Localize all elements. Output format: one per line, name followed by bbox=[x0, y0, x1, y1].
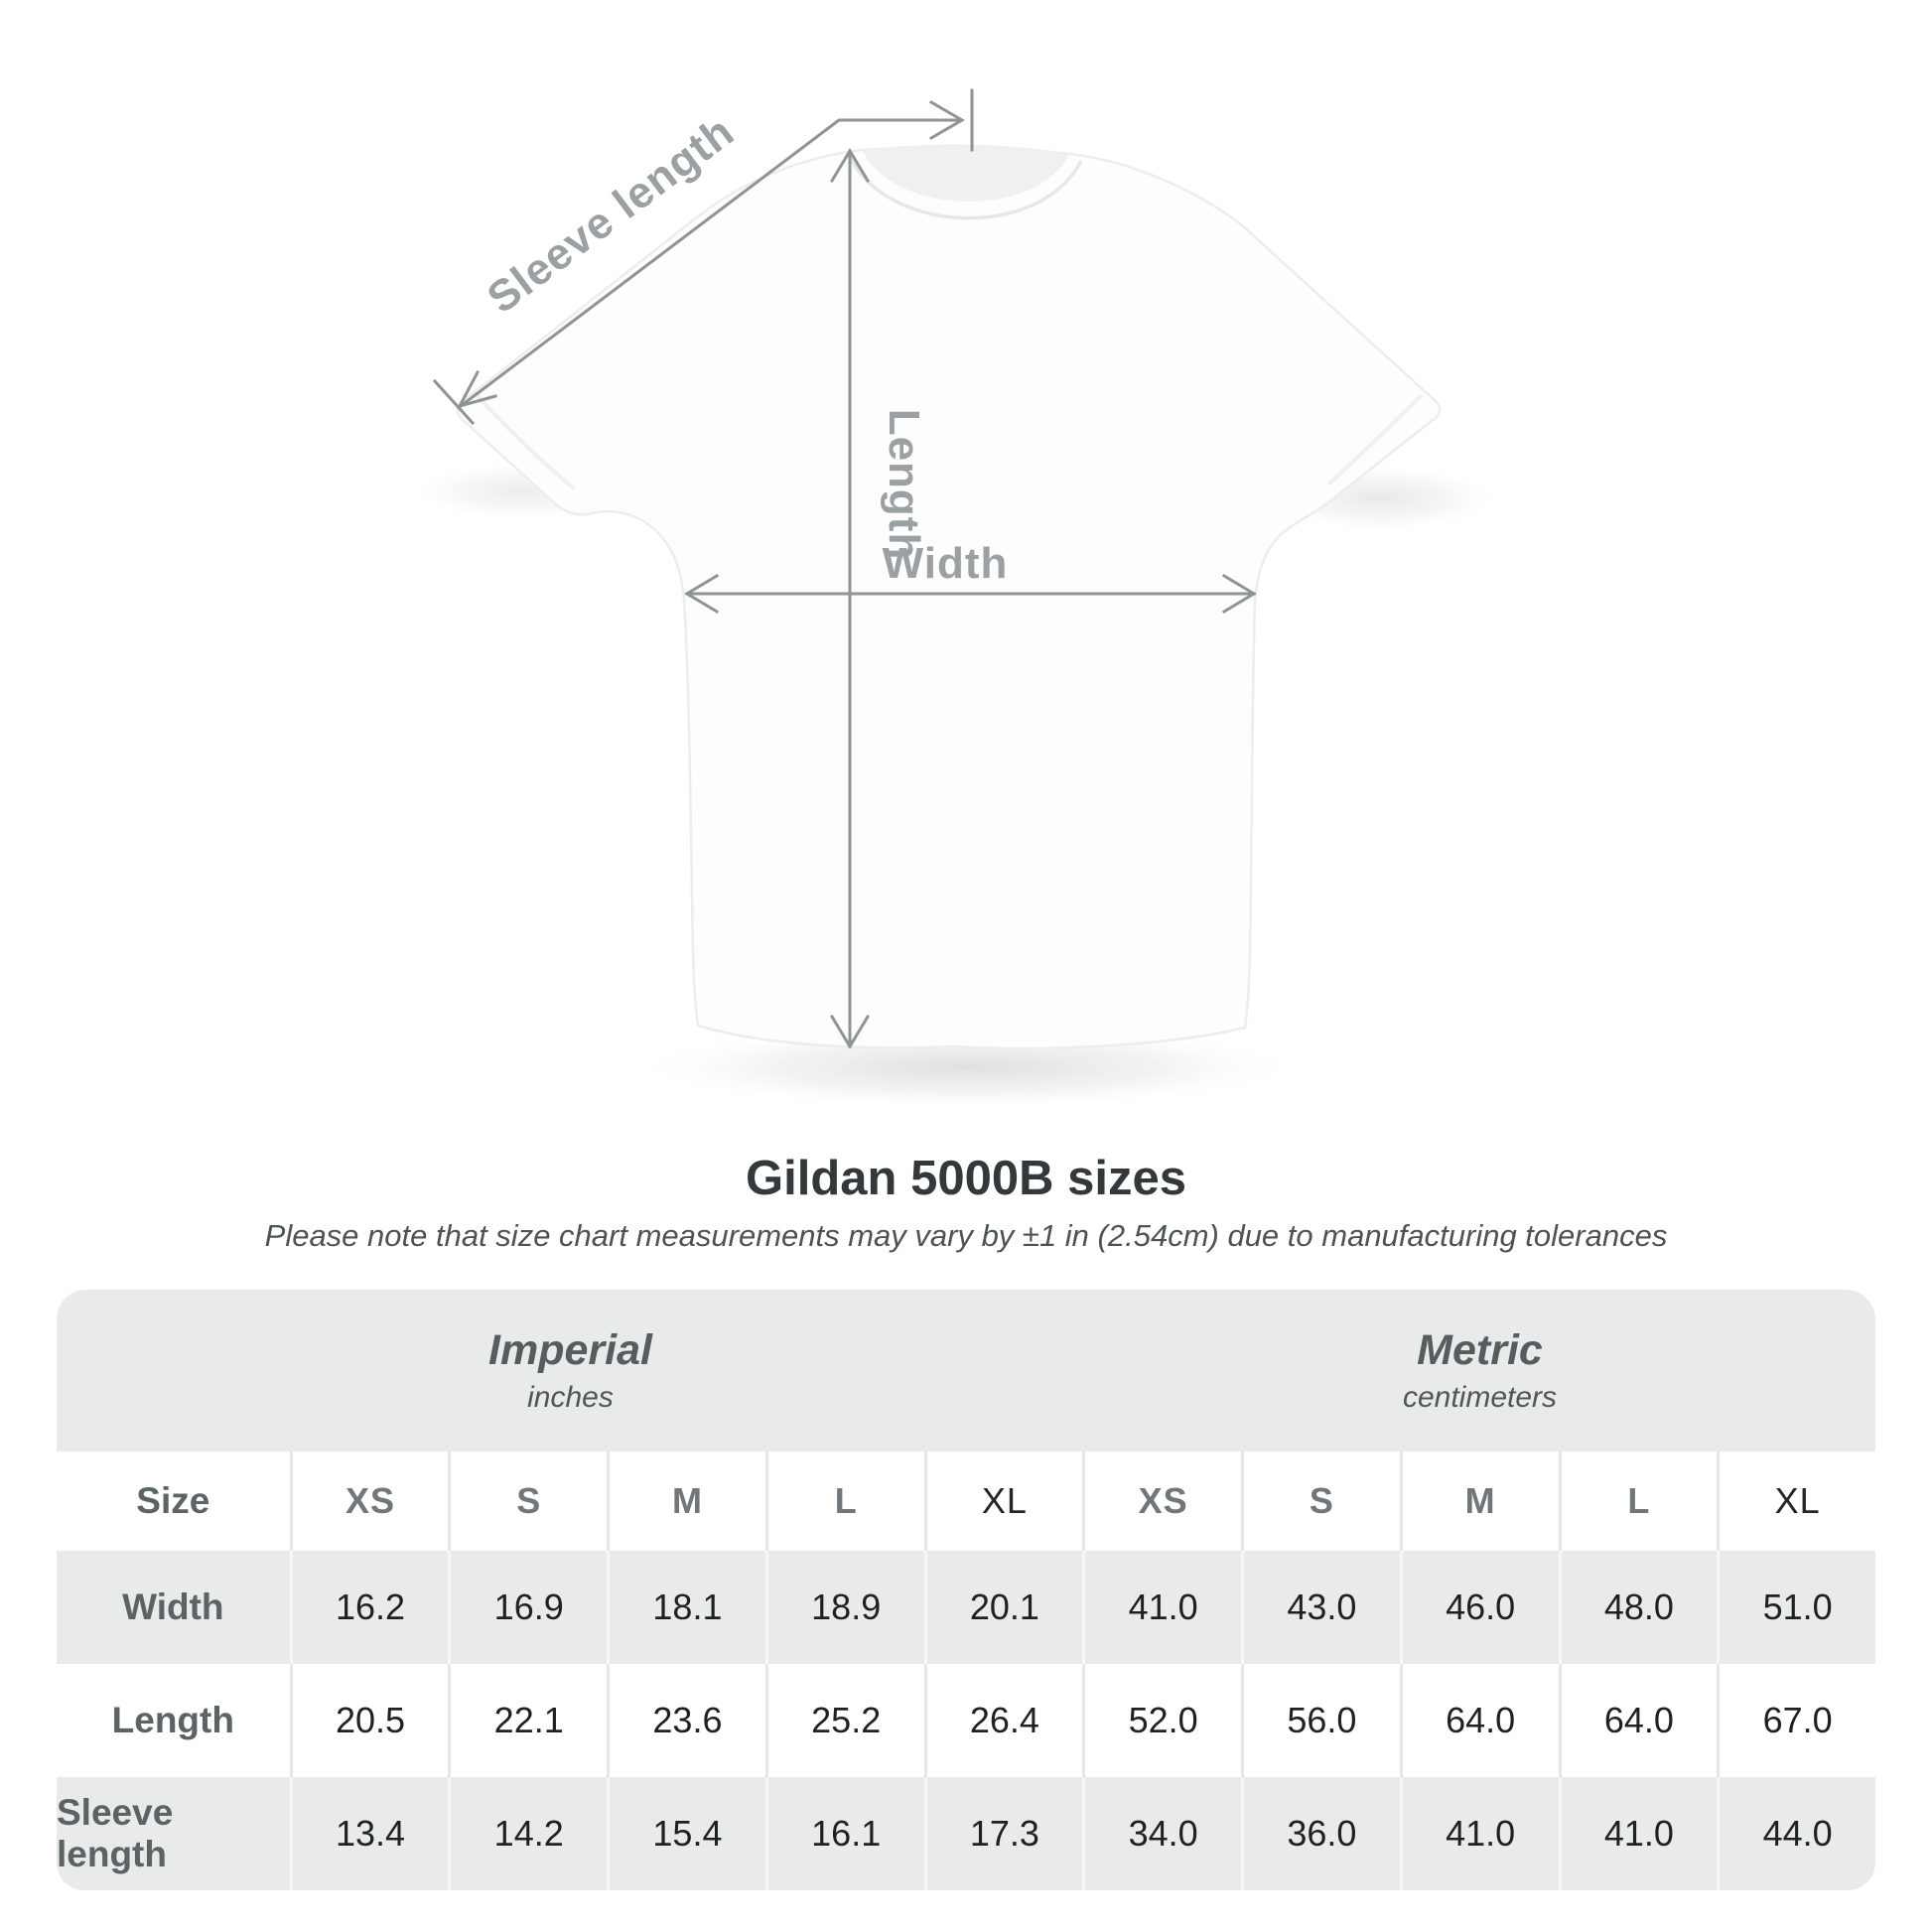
sleeve-imperial-xs: 13.4 bbox=[289, 1776, 449, 1890]
width-metric-xl: 51.0 bbox=[1717, 1550, 1875, 1664]
length-imperial-m: 23.6 bbox=[607, 1663, 765, 1777]
table-row-sleeve-length: Sleeve length 13.4 14.2 15.4 16.1 17.3 3… bbox=[57, 1776, 1875, 1890]
sleeve-length-line bbox=[458, 118, 963, 409]
tshirt-image bbox=[407, 144, 1504, 1111]
length-metric-s: 56.0 bbox=[1241, 1663, 1400, 1777]
sleeve-length-start-tick bbox=[432, 378, 476, 426]
length-metric-m: 64.0 bbox=[1399, 1663, 1559, 1777]
right-cuff-seam bbox=[1326, 393, 1424, 486]
sleeve-imperial-xl: 17.3 bbox=[923, 1776, 1083, 1890]
sleeve-length-arrow-left-icon bbox=[457, 369, 497, 409]
length-imperial-xl: 26.4 bbox=[923, 1663, 1083, 1777]
width-imperial-m: 18.1 bbox=[607, 1550, 765, 1664]
tshirt-measurement-diagram: Sleeve length Length Width bbox=[407, 88, 1504, 1111]
left-cuff-seam bbox=[475, 393, 576, 490]
row-label-sleeve-length: Sleeve length bbox=[57, 1791, 174, 1874]
size-header-metric-m: M bbox=[1399, 1450, 1559, 1551]
length-metric-xl: 67.0 bbox=[1717, 1663, 1875, 1777]
size-header-metric-xl: XL bbox=[1717, 1450, 1875, 1551]
length-label: Length bbox=[880, 409, 928, 561]
width-arrow-right-icon bbox=[1221, 573, 1257, 615]
length-metric-l: 64.0 bbox=[1558, 1663, 1718, 1777]
tolerance-note: Please note that size chart measurements… bbox=[264, 1217, 1668, 1253]
size-header-imperial-xl: XL bbox=[923, 1450, 1083, 1551]
unit-group-metric: Metric centimeters bbox=[1084, 1290, 1875, 1451]
width-arrow-left-icon bbox=[684, 573, 720, 615]
width-imperial-xs: 16.2 bbox=[289, 1550, 449, 1664]
width-metric-s: 43.0 bbox=[1241, 1550, 1400, 1664]
metric-label: Metric bbox=[1417, 1325, 1543, 1374]
sleeve-imperial-l: 16.1 bbox=[764, 1776, 924, 1890]
size-header-imperial-m: M bbox=[607, 1450, 765, 1551]
table-row-length: Length 20.5 22.1 23.6 25.2 26.4 52.0 56.… bbox=[57, 1663, 1875, 1777]
size-chart-table: Imperial inches Metric centimeters Size … bbox=[57, 1289, 1875, 1890]
tshirt-diagram-svg: Sleeve length Length Width bbox=[407, 88, 1504, 1111]
hem-shadow bbox=[625, 1024, 1311, 1111]
sleeve-metric-m: 41.0 bbox=[1399, 1776, 1559, 1890]
sleeve-length-arrow-right-icon bbox=[928, 99, 965, 141]
width-imperial-s: 16.9 bbox=[448, 1550, 607, 1664]
size-header-metric-l: L bbox=[1558, 1450, 1718, 1551]
size-header-metric-xs: XS bbox=[1082, 1450, 1241, 1551]
imperial-label: Imperial bbox=[488, 1325, 652, 1374]
length-imperial-s: 22.1 bbox=[448, 1663, 607, 1777]
width-imperial-l: 18.9 bbox=[764, 1550, 924, 1664]
size-header-row: Size XS S M L XL XS S M L XL bbox=[57, 1450, 1875, 1551]
length-imperial-l: 25.2 bbox=[764, 1663, 924, 1777]
sleeve-imperial-m: 15.4 bbox=[607, 1776, 765, 1890]
tshirt-silhouette bbox=[456, 146, 1442, 1050]
width-metric-l: 48.0 bbox=[1558, 1550, 1718, 1664]
length-arrow-up-icon bbox=[829, 148, 871, 184]
sleeve-imperial-s: 14.2 bbox=[448, 1776, 607, 1890]
page-title: Gildan 5000B sizes bbox=[746, 1152, 1186, 1205]
sleeve-metric-l: 41.0 bbox=[1558, 1776, 1718, 1890]
sleeve-metric-xs: 34.0 bbox=[1082, 1776, 1241, 1890]
width-label: Width bbox=[883, 539, 1009, 588]
width-metric-m: 46.0 bbox=[1399, 1550, 1559, 1664]
sleeve-metric-s: 36.0 bbox=[1241, 1776, 1400, 1890]
collar-seam bbox=[848, 156, 1083, 220]
size-header-imperial-xs: XS bbox=[289, 1450, 449, 1551]
row-label-length: Length bbox=[111, 1699, 234, 1740]
unit-group-imperial: Imperial inches bbox=[57, 1290, 1084, 1451]
size-column-title: Size bbox=[136, 1479, 210, 1521]
size-header-metric-s: S bbox=[1241, 1450, 1400, 1551]
imperial-sublabel: inches bbox=[527, 1380, 614, 1414]
size-header-imperial-l: L bbox=[764, 1450, 924, 1551]
sleeve-metric-xl: 44.0 bbox=[1717, 1776, 1875, 1890]
row-label-width: Width bbox=[122, 1586, 224, 1627]
length-arrow-down-icon bbox=[829, 1014, 871, 1049]
metric-sublabel: centimeters bbox=[1402, 1380, 1558, 1414]
width-imperial-xl: 20.1 bbox=[923, 1550, 1083, 1664]
table-row-width: Width 16.2 16.9 18.1 18.9 20.1 41.0 43.0… bbox=[57, 1550, 1875, 1664]
width-metric-xs: 41.0 bbox=[1082, 1550, 1241, 1664]
unit-header-band: Imperial inches Metric centimeters bbox=[57, 1289, 1875, 1451]
length-imperial-xs: 20.5 bbox=[289, 1663, 449, 1777]
length-metric-xs: 52.0 bbox=[1082, 1663, 1241, 1777]
collar-opening bbox=[862, 144, 1069, 202]
size-header-imperial-s: S bbox=[448, 1450, 607, 1551]
